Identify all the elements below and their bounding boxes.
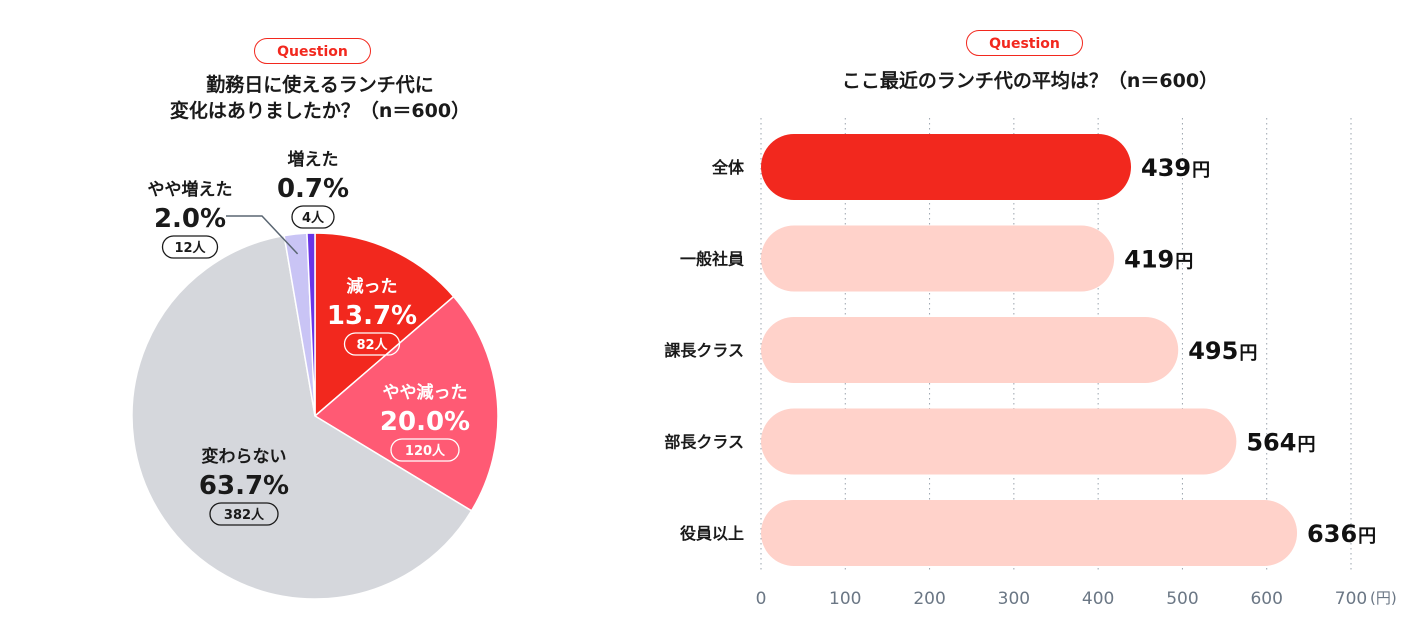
- bar-value-label: 419円: [1124, 246, 1193, 274]
- pie-count-pill: [161, 235, 219, 259]
- question-badge: Question: [254, 38, 371, 64]
- pie-slice-label-3: やや増えた 2.0% 12人: [148, 179, 233, 259]
- x-tick-label: 200: [913, 589, 945, 609]
- pie-slice-0: [314, 232, 455, 418]
- pie-category-label: 増えた: [288, 149, 339, 170]
- bar-value-label: 495円: [1188, 337, 1257, 365]
- pie-slice-label-2: 変わらない 63.7% 382人: [199, 446, 289, 526]
- x-tick-label: 500: [1166, 589, 1198, 609]
- pie-category-label: やや増えた: [148, 179, 233, 200]
- bar-category-label: 部長クラス: [664, 433, 744, 452]
- pie-percent-label: 63.7%: [199, 471, 289, 501]
- pie-slice-label-1: やや減った 20.0% 120人: [380, 382, 470, 462]
- bar-value-label: 564円: [1246, 429, 1315, 457]
- pie-category-label: 変わらない: [202, 446, 287, 467]
- pie-count-pill: [291, 205, 335, 229]
- pie-slice-2: [131, 234, 473, 600]
- bar-chart-title: ここ最近のランチ代の平均は？（n＝600）: [841, 70, 1219, 92]
- pie-leader-line: [226, 215, 299, 255]
- x-tick-label: 400: [1082, 589, 1114, 609]
- pie-count-label: 382人: [224, 507, 265, 523]
- pie-count-pill: [390, 438, 460, 462]
- pie-slice-label-0: 減った 13.7% 82人: [327, 276, 417, 356]
- pie-count-label: 12人: [174, 240, 206, 256]
- pie-percent-label: 0.7%: [277, 174, 349, 204]
- x-tick-label: 600: [1250, 589, 1282, 609]
- pie-count-label: 120人: [405, 443, 446, 459]
- pie-percent-label: 2.0%: [154, 204, 226, 234]
- bar-0: [761, 134, 1132, 200]
- x-tick-label: 300: [998, 589, 1030, 609]
- x-tick-label: 700: [1335, 589, 1367, 609]
- pie-slice-1: [313, 295, 499, 512]
- bar-3: [761, 408, 1237, 475]
- pie-category-label: やや減った: [383, 382, 468, 403]
- pie-slice-label-4: 増えた 0.7% 4人: [277, 149, 349, 229]
- bar-category-label: 全体: [711, 158, 745, 177]
- pie-count-pill: [209, 502, 279, 526]
- pie-percent-label: 20.0%: [380, 407, 470, 437]
- pie-percent-label: 13.7%: [327, 301, 417, 331]
- pie-category-label: 減った: [347, 276, 398, 297]
- bar-chart-panel: Question ここ最近のランチ代の平均は？（n＝600） 全体 439円一般社…: [640, 0, 1413, 627]
- bar-4: [761, 500, 1298, 566]
- pie-chart-panel: Question 勤務日に使えるランチ代に 変化はありましたか？（n＝600） …: [0, 0, 640, 627]
- question-badge: Question: [966, 30, 1083, 56]
- pie-count-label: 82人: [356, 337, 388, 353]
- pie-count-pill: [343, 332, 401, 356]
- x-tick-unit: (円): [1370, 589, 1397, 607]
- x-tick-label: 100: [829, 589, 861, 609]
- bar-value-label: 636円: [1307, 520, 1376, 548]
- pie-count-label: 4人: [302, 210, 325, 226]
- pie-slice-4: [306, 232, 316, 417]
- bar-category-label: 課長クラス: [664, 341, 744, 360]
- bar-value-label: 439円: [1141, 154, 1210, 182]
- x-tick-label: 0: [756, 589, 767, 609]
- bar-category-label: 一般社員: [680, 250, 744, 269]
- pie-chart-title: 勤務日に使えるランチ代に 変化はありましたか？（n＝600）: [169, 74, 471, 122]
- bar-2: [761, 317, 1179, 383]
- bar-1: [761, 225, 1115, 292]
- bar-category-label: 役員以上: [680, 524, 744, 543]
